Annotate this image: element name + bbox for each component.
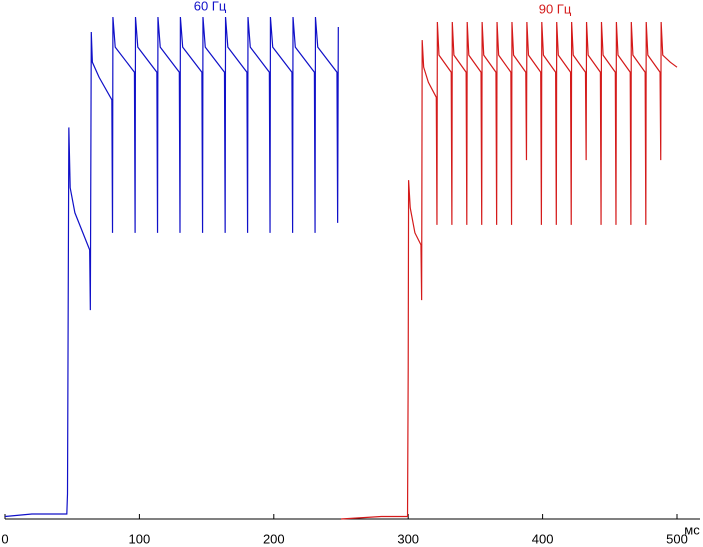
series-label: 60 Гц (194, 0, 227, 13)
x-tick-label: 200 (263, 531, 285, 546)
x-tick-label: 0 (1, 531, 8, 546)
series-line (4, 16, 339, 518)
x-tick-label: 100 (129, 531, 151, 546)
x-axis-unit: мс (684, 522, 700, 537)
x-tick-label: 500 (666, 531, 688, 546)
x-tick-label: 400 (532, 531, 554, 546)
x-tick-label: 300 (397, 531, 419, 546)
series-label: 90 Гц (539, 1, 572, 16)
series-line (340, 21, 678, 520)
